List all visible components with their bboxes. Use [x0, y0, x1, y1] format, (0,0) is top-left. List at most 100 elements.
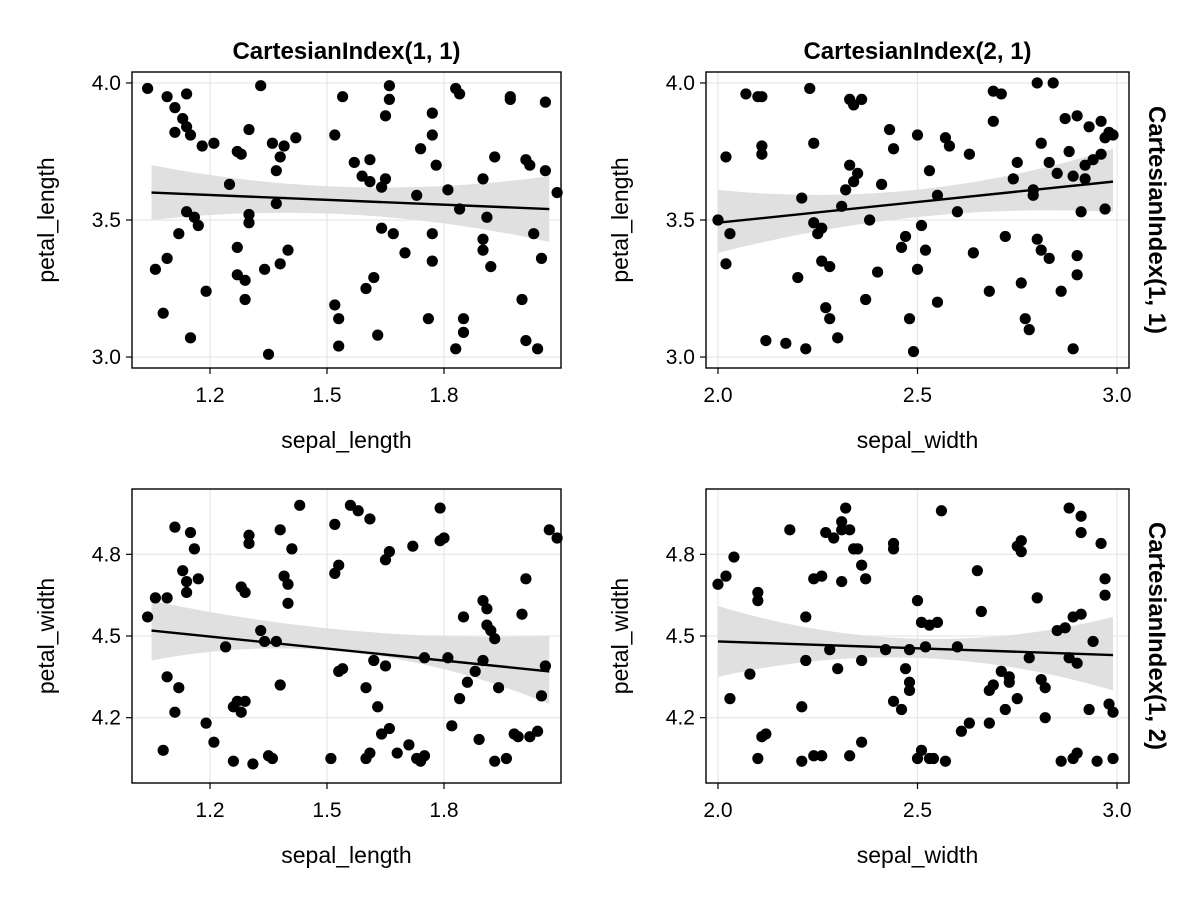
- data-point: [931, 296, 944, 308]
- data-point: [752, 586, 764, 599]
- data-point: [1103, 126, 1115, 138]
- data-point: [356, 170, 368, 182]
- data-point: [192, 219, 204, 232]
- data-point: [756, 148, 768, 160]
- data-point: [911, 129, 924, 141]
- data-point: [820, 302, 832, 314]
- data-point: [411, 189, 423, 201]
- data-point: [282, 578, 294, 590]
- data-point: [860, 293, 872, 306]
- data-point: [142, 611, 154, 623]
- data-point: [403, 739, 415, 751]
- y-tick-label: 4.0: [666, 72, 695, 95]
- data-point: [1075, 510, 1087, 522]
- data-point: [457, 611, 470, 623]
- data-point: [752, 595, 764, 607]
- data-point: [784, 524, 796, 536]
- x-axis-label: sepal_length: [281, 842, 411, 868]
- data-point: [473, 733, 485, 746]
- data-point: [360, 282, 372, 295]
- data-point: [196, 140, 208, 152]
- data-point: [1107, 752, 1119, 765]
- data-point: [188, 543, 200, 555]
- data-point: [740, 88, 752, 100]
- y-axis-label: petal_length: [607, 157, 633, 282]
- y-tick-label: 3.5: [666, 209, 695, 232]
- data-point: [1027, 189, 1039, 201]
- data-point: [999, 230, 1011, 243]
- data-point: [895, 703, 908, 716]
- data-point: [270, 197, 282, 210]
- data-point: [161, 671, 173, 683]
- data-point: [800, 343, 812, 355]
- data-point: [454, 88, 466, 100]
- data-point: [844, 524, 856, 536]
- data-point: [329, 518, 341, 530]
- data-point: [1095, 537, 1107, 550]
- data-point: [383, 722, 395, 735]
- data-point: [231, 269, 243, 281]
- y-tick-label: 4.8: [92, 543, 121, 566]
- data-point: [836, 516, 848, 528]
- data-point: [539, 660, 552, 672]
- data-point: [820, 526, 832, 539]
- data-point: [368, 654, 380, 667]
- data-point: [931, 616, 944, 628]
- data-point: [383, 93, 395, 106]
- data-point: [333, 340, 345, 352]
- x-axis-label: sepal_width: [857, 842, 978, 868]
- data-point: [489, 151, 501, 163]
- data-point: [1023, 652, 1035, 664]
- data-point: [376, 222, 388, 234]
- data-point: [208, 137, 220, 149]
- fit-line: [151, 191, 550, 211]
- data-point: [173, 228, 185, 240]
- data-point: [274, 258, 286, 270]
- data-point: [325, 752, 337, 765]
- data-point: [760, 334, 772, 347]
- data-point: [399, 247, 411, 259]
- y-tick-label: 4.0: [92, 72, 121, 95]
- data-point: [477, 244, 489, 256]
- data-point: [848, 99, 860, 111]
- data-point: [963, 717, 975, 729]
- data-point: [1071, 747, 1083, 759]
- data-point: [1063, 145, 1075, 158]
- data-point: [808, 750, 820, 762]
- data-point: [161, 592, 173, 604]
- data-point: [987, 679, 999, 691]
- data-point: [1039, 712, 1051, 724]
- data-point: [157, 744, 169, 756]
- data-point: [220, 641, 232, 653]
- x-axis-label: sepal_width: [857, 427, 978, 453]
- data-point: [939, 755, 952, 767]
- panel-title: CartesianIndex(1, 1): [232, 38, 460, 65]
- data-point: [915, 219, 928, 232]
- data-point: [724, 693, 736, 705]
- data-point: [919, 641, 932, 653]
- data-point: [454, 693, 466, 705]
- data-point: [987, 115, 999, 127]
- data-point: [1031, 77, 1043, 89]
- data-point: [169, 521, 181, 533]
- data-point: [383, 546, 395, 558]
- data-point: [712, 214, 724, 226]
- data-point: [1043, 156, 1055, 169]
- data-point: [752, 752, 764, 765]
- data-point: [239, 274, 251, 286]
- data-point: [971, 565, 983, 577]
- data-point: [935, 505, 948, 517]
- data-point: [951, 206, 964, 218]
- data-point: [1063, 502, 1075, 514]
- data-point: [1079, 159, 1091, 171]
- x-tick-label: 3.0: [1102, 384, 1131, 407]
- data-point: [724, 228, 736, 240]
- data-point: [461, 676, 473, 688]
- data-point: [255, 80, 267, 92]
- data-point: [780, 337, 792, 349]
- data-point: [796, 192, 808, 204]
- data-point: [270, 165, 282, 177]
- data-point: [255, 624, 267, 637]
- data-point: [899, 230, 912, 243]
- data-point: [294, 499, 306, 511]
